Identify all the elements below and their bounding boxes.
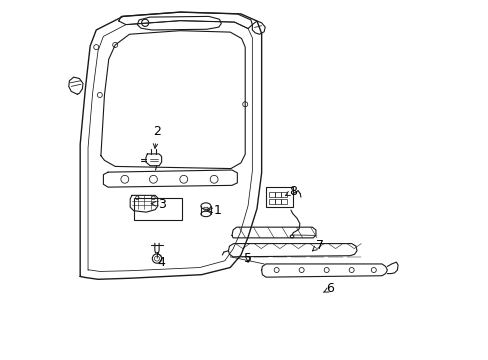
Text: 8: 8 [285,185,297,198]
Text: 7: 7 [312,239,323,252]
Bar [268,192,275,197]
Bar [281,192,287,197]
Text: 5: 5 [244,252,251,265]
Text: 4: 4 [157,253,165,269]
Bar [268,199,275,203]
Bar [274,199,281,203]
Bar [274,192,281,197]
Bar [265,187,292,207]
Bar [281,199,287,203]
Text: 2: 2 [153,125,161,148]
Text: 6: 6 [323,283,333,296]
Text: 1: 1 [207,204,221,217]
Bar [134,198,182,220]
Text: 3: 3 [151,198,166,211]
